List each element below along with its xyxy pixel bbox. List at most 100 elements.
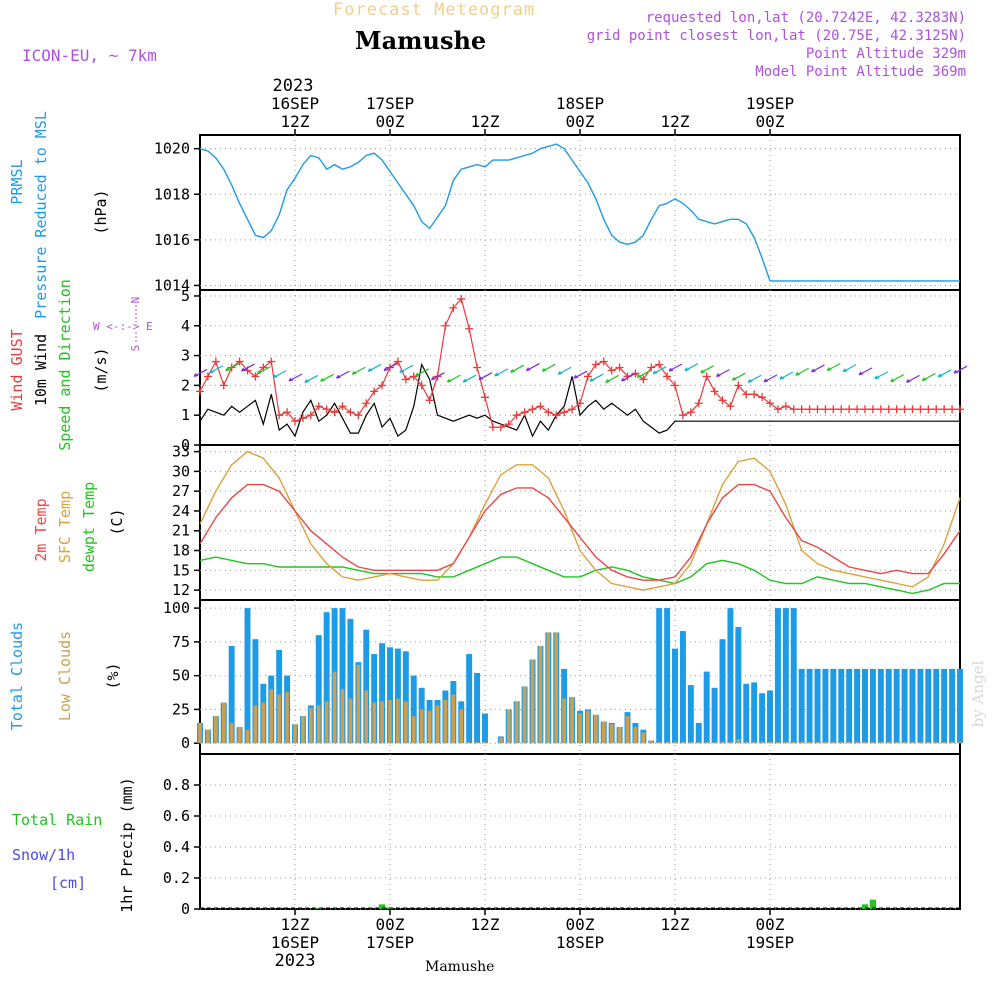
y-tick-label: 30 [172, 462, 190, 480]
total-cloud-bar [774, 608, 781, 744]
sfc-temp-label: SFC Temp [56, 491, 74, 563]
total-cloud-bar [672, 648, 678, 744]
wind-direction-arrow [336, 370, 350, 379]
top-year-label: 2023 [273, 76, 314, 96]
low-cloud-bar [229, 722, 234, 744]
wind-direction-arrow [589, 373, 604, 382]
wind-direction-arrow [288, 373, 303, 382]
gust-marker [251, 372, 260, 381]
total-cloud-bar [893, 668, 900, 744]
low-cloud-bar [411, 716, 416, 744]
total-cloud-bar [363, 629, 370, 744]
total-cloud-bar [347, 618, 354, 744]
gust-marker [702, 372, 711, 381]
wind-direction-arrow [272, 370, 287, 379]
model-label: ICON-EU, ~ 7km [22, 46, 157, 65]
low-cloud-bar [293, 724, 297, 744]
low-cloud-bar [586, 710, 590, 744]
gust-marker [805, 405, 814, 414]
gust-marker [425, 396, 434, 405]
total-cloud-bar [711, 687, 718, 744]
wind-unit-label: (m/s) [92, 347, 110, 392]
total-cloud-bar [759, 693, 766, 744]
low-cloud-bar [799, 741, 804, 744]
total-cloud-bar [743, 683, 750, 744]
top-hour-label: 00Z [756, 112, 785, 131]
total-cloud-bar [830, 668, 837, 744]
y-tick-label: 0.8 [163, 776, 190, 794]
total-cloud-bar [323, 612, 330, 744]
gust-marker [354, 411, 363, 420]
total-cloud-bar [925, 668, 932, 744]
gust-marker [275, 411, 284, 420]
low-cloud-bar [316, 705, 321, 744]
gust-marker [932, 405, 941, 414]
clouds-unit-label: (%) [104, 662, 122, 689]
low-cloud-bar [419, 709, 424, 744]
low-cloud-bar [356, 664, 361, 744]
gust-marker [393, 357, 402, 366]
gust-marker [552, 411, 561, 420]
compass-n-label: N [129, 297, 142, 304]
total-cloud-bar [846, 668, 853, 744]
total-cloud-bar [941, 668, 948, 744]
gust-marker [773, 405, 782, 414]
y-tick-label: 1 [181, 406, 190, 424]
wind-direction-arrow [351, 366, 366, 375]
low-cloud-bar [562, 698, 566, 744]
y-tick-label: 1016 [154, 231, 190, 249]
gust-marker [203, 372, 212, 381]
total-cloud-bar [402, 651, 409, 744]
low-cloud-bar [372, 702, 376, 744]
y-tick-label: 18 [172, 542, 190, 560]
wind-direction-arrow [446, 374, 461, 383]
gust-marker [615, 363, 624, 372]
total-clouds-label: Total Clouds [8, 622, 26, 730]
low-cloud-bar [886, 741, 891, 744]
precip-axis-title: 1hr Precip (mm) [118, 777, 136, 912]
gust-marker [536, 402, 545, 411]
total-cloud-bar [949, 668, 956, 744]
wind-direction-arrow [906, 374, 920, 383]
total-cloud-bar [735, 627, 742, 744]
gust-marker [916, 405, 925, 414]
low-clouds-label: Low Clouds [56, 631, 74, 721]
wind-direction-arrow [462, 374, 477, 383]
total-cloud-bar [394, 648, 401, 744]
total-rain-label: Total Rain [12, 811, 102, 829]
gust-marker [631, 369, 640, 378]
low-cloud-bar [459, 709, 464, 744]
gust-marker [370, 387, 379, 396]
gust-marker [718, 396, 727, 405]
gust-marker [900, 405, 909, 414]
low-cloud-bar [427, 710, 432, 744]
low-cloud-bar [206, 729, 210, 744]
gust-marker [821, 405, 830, 414]
y-tick-label: 0 [181, 900, 190, 918]
low-cloud-bar [784, 741, 788, 744]
wind-direction-arrow [225, 363, 239, 372]
wind-direction-arrow [320, 373, 334, 382]
y-tick-label: 3 [181, 347, 190, 365]
total-cloud-bar [751, 682, 758, 744]
wind-direction-arrow [937, 369, 952, 378]
low-cloud-bar [483, 741, 487, 744]
y-tick-label: 1020 [154, 140, 190, 158]
gust-marker [766, 399, 774, 408]
gust-marker [694, 399, 703, 408]
total-cloud-bar [252, 639, 259, 744]
gust-marker [544, 408, 553, 417]
sfc-temp-line [199, 450, 961, 591]
wind-direction-arrow [256, 366, 271, 375]
total-cloud-bar [901, 668, 908, 744]
low-cloud-bar [253, 705, 258, 744]
gust-marker [940, 405, 949, 414]
gust-marker [338, 402, 347, 411]
point-altitude: Point Altitude 329m [805, 46, 966, 62]
top-hour-label: 12Z [281, 112, 310, 131]
gust-marker [758, 393, 767, 402]
total-cloud-bar [687, 685, 694, 744]
total-cloud-bar [790, 608, 797, 744]
gust-marker [781, 402, 790, 411]
gust-marker [409, 372, 418, 381]
